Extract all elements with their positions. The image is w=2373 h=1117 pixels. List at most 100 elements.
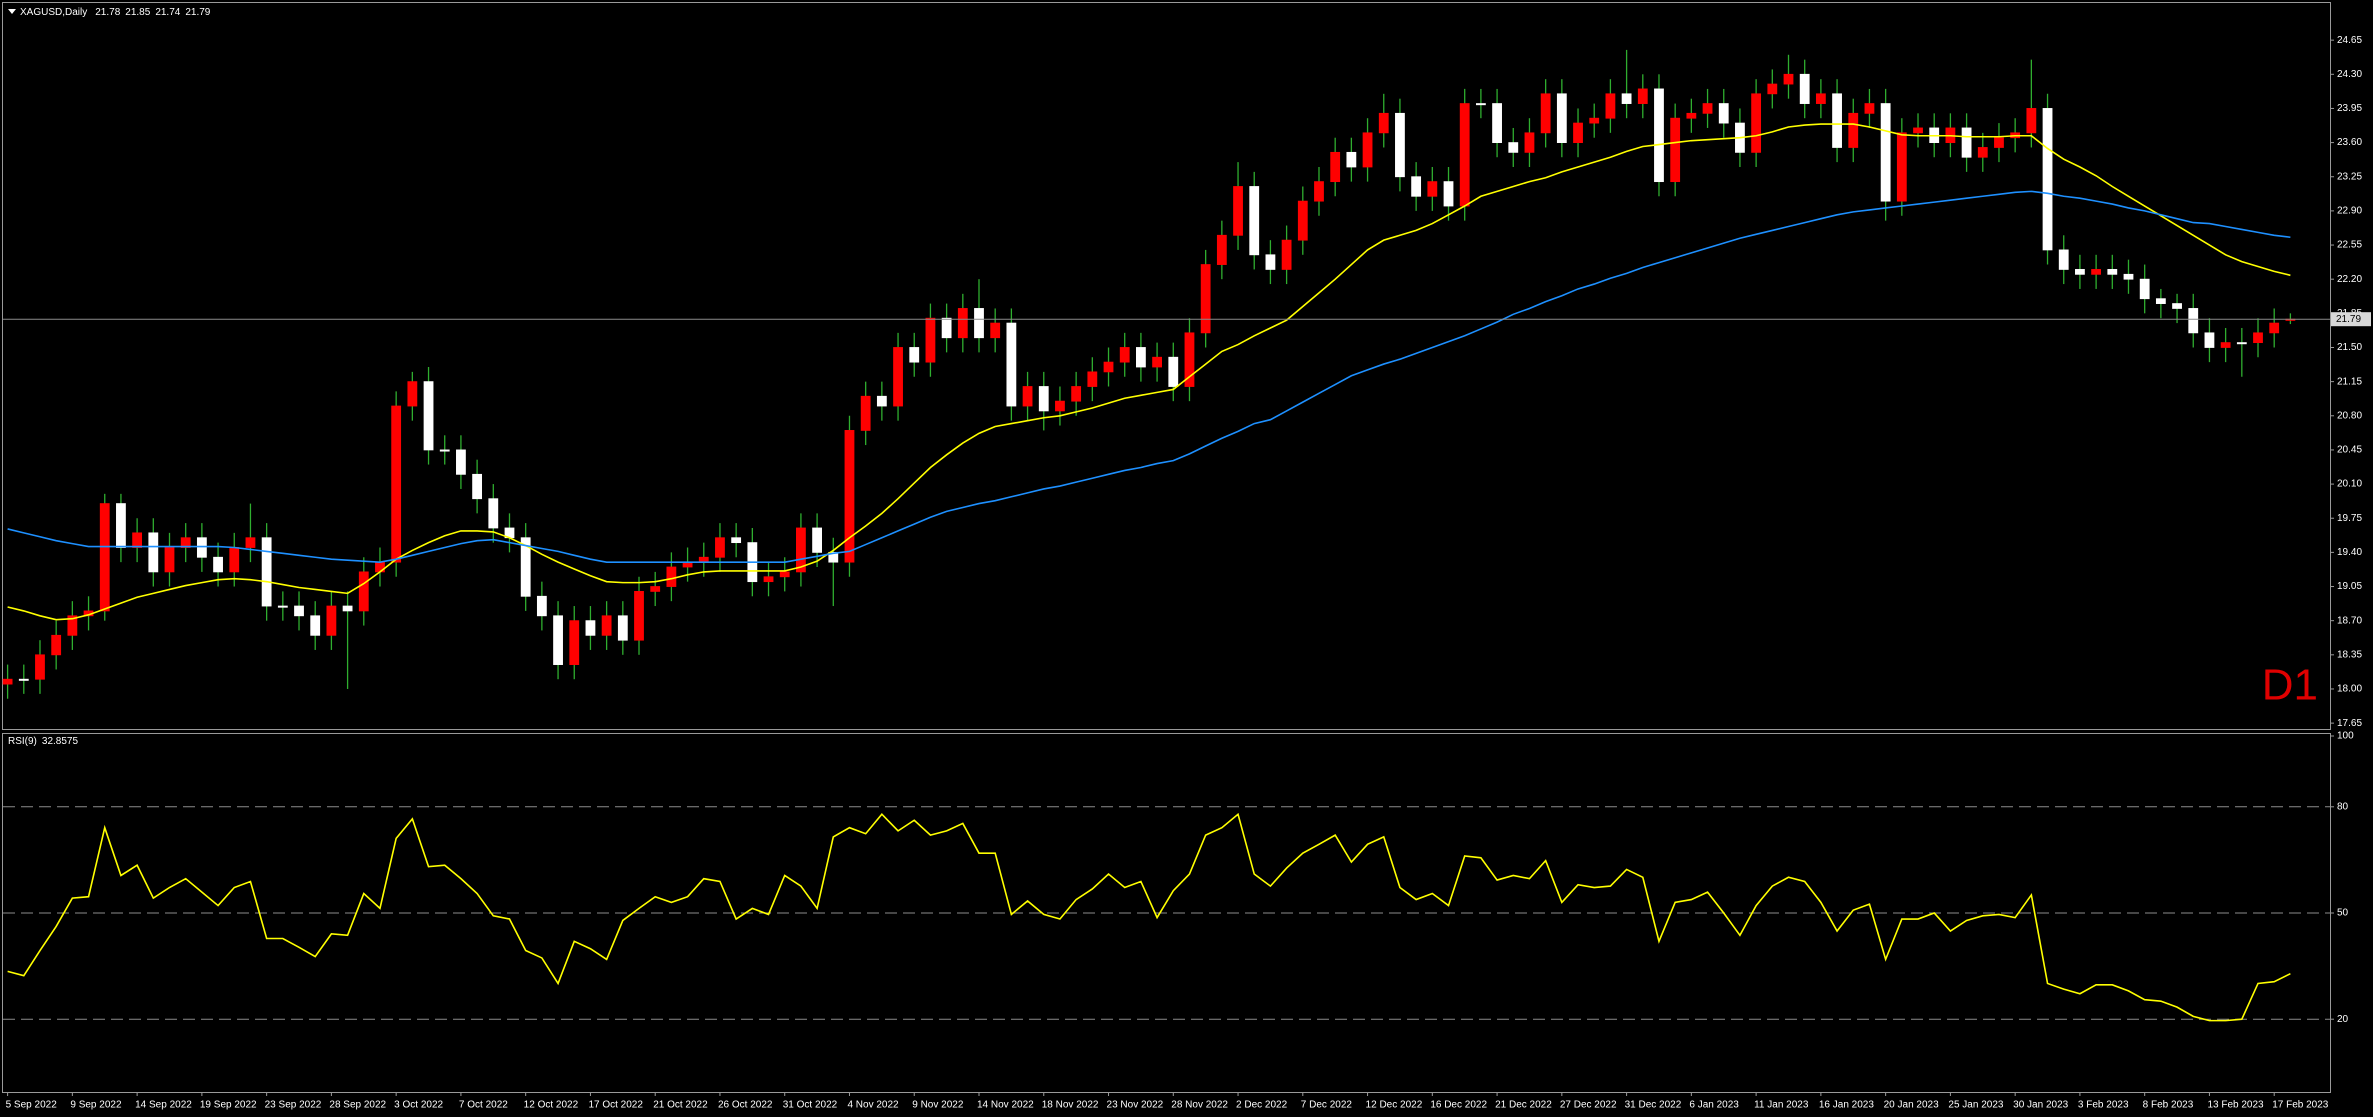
- candle-body: [132, 532, 143, 548]
- candle-body: [1265, 254, 1276, 270]
- x-tick-label: 30 Jan 2023: [2013, 1100, 2068, 1111]
- x-tick-label: 14 Sep 2022: [135, 1100, 192, 1111]
- candle-body: [650, 586, 661, 592]
- x-tick-label: 4 Nov 2022: [847, 1100, 899, 1111]
- y-tick-label: 100: [2337, 731, 2354, 742]
- candle-body: [536, 595, 547, 617]
- candle-body: [666, 566, 677, 587]
- candle-body: [1103, 361, 1114, 373]
- candle-body: [1492, 103, 1502, 143]
- candle-body: [1621, 93, 1632, 104]
- candle-body: [520, 537, 531, 597]
- x-tick-label: 12 Dec 2022: [1366, 1100, 1423, 1111]
- x-tick-label: 13 Feb 2023: [2207, 1100, 2264, 1111]
- candle-body: [812, 527, 822, 553]
- rsi-current-value: 32.8575: [42, 736, 79, 747]
- candle-body: [1573, 122, 1583, 143]
- candle-body: [2139, 278, 2150, 300]
- y-tick-label: 19.05: [2337, 581, 2362, 592]
- candle-body: [261, 537, 272, 607]
- candle-body: [1038, 386, 1049, 412]
- candle-body: [196, 537, 207, 558]
- candle-body: [1475, 103, 1486, 106]
- candle-body: [164, 547, 175, 573]
- candle-body: [342, 605, 353, 612]
- candle-body: [1168, 356, 1179, 387]
- y-tick-label: 23.25: [2337, 171, 2362, 182]
- candle-body: [990, 322, 1001, 339]
- candle-body: [1233, 186, 1243, 236]
- candle-body: [1216, 234, 1227, 265]
- x-tick-label: 21 Dec 2022: [1495, 1100, 1552, 1111]
- candle-body: [1767, 83, 1778, 95]
- candle-body: [1977, 147, 1988, 158]
- x-tick-label: 18 Nov 2022: [1042, 1100, 1099, 1111]
- candle-body: [601, 615, 612, 636]
- candle-body: [844, 430, 855, 563]
- x-tick-label: 25 Jan 2023: [1948, 1100, 2003, 1111]
- x-tick-label: 28 Nov 2022: [1171, 1100, 1228, 1111]
- candle-body: [1815, 93, 1826, 104]
- candle-body: [1006, 322, 1017, 407]
- candle-body: [1362, 132, 1373, 168]
- y-tick-label: 20.45: [2337, 445, 2362, 456]
- candle-body: [213, 556, 223, 573]
- y-tick-label: 19.75: [2337, 513, 2362, 524]
- moving-average-line: [7, 190, 2291, 563]
- timeframe-watermark: D1: [2262, 661, 2318, 710]
- candle-body: [1832, 93, 1842, 148]
- candle-body: [974, 308, 984, 339]
- x-tick-label: 16 Jan 2023: [1819, 1100, 1874, 1111]
- candle-body: [860, 395, 871, 431]
- x-tick-label: 6 Jan 2023: [1689, 1100, 1739, 1111]
- y-tick-label: 50: [2337, 908, 2349, 919]
- candle-body: [715, 537, 725, 558]
- x-tick-label: 26 Oct 2022: [718, 1100, 773, 1111]
- current-price-label: 21.79: [2336, 314, 2361, 325]
- candle-body: [585, 620, 596, 636]
- candle-body: [634, 591, 644, 641]
- moving-average-line: [7, 123, 2291, 621]
- candle-body: [229, 547, 240, 573]
- close-value: 21.79: [185, 7, 210, 18]
- rsi-line: [7, 812, 2291, 1022]
- candle-body: [245, 537, 256, 548]
- candle-body: [1540, 93, 1551, 134]
- candle-body: [2026, 108, 2037, 134]
- x-tick-label: 20 Jan 2023: [1884, 1100, 1939, 1111]
- y-tick-label: 20.10: [2337, 479, 2362, 490]
- candle-body: [1751, 93, 1762, 153]
- candle-body: [1848, 112, 1859, 148]
- candle-body: [326, 605, 337, 636]
- candle-body: [1686, 112, 1697, 119]
- y-tick-label: 24.65: [2337, 35, 2362, 46]
- x-tick-label: 21 Oct 2022: [653, 1100, 708, 1111]
- x-tick-label: 31 Dec 2022: [1625, 1100, 1682, 1111]
- candle-body: [957, 308, 968, 339]
- candle-body: [277, 605, 288, 608]
- y-tick-label: 22.55: [2337, 240, 2362, 251]
- x-tick-label: 7 Dec 2022: [1301, 1100, 1353, 1111]
- y-tick-label: 21.50: [2337, 342, 2362, 353]
- y-tick-label: 21.15: [2337, 376, 2362, 387]
- candle-body: [796, 527, 806, 573]
- x-tick-label: 8 Feb 2023: [2143, 1100, 2194, 1111]
- candle-body: [941, 317, 952, 339]
- open-value: 21.78: [95, 7, 120, 18]
- x-tick-label: 5 Sep 2022: [6, 1100, 58, 1111]
- candle-body: [1961, 127, 1972, 158]
- candle-body: [18, 678, 29, 681]
- candle-body: [1378, 112, 1389, 134]
- candle-body: [1395, 112, 1405, 178]
- candle-body: [1087, 371, 1098, 387]
- candle-body: [1718, 103, 1729, 124]
- candle-body: [569, 620, 580, 665]
- x-tick-label: 9 Nov 2022: [912, 1100, 964, 1111]
- candle-body: [1702, 103, 1713, 114]
- candle-body: [99, 503, 110, 612]
- y-tick-label: 20: [2337, 1014, 2349, 1025]
- candle-body: [925, 317, 936, 363]
- candle-body: [1799, 73, 1810, 104]
- candle-body: [1880, 103, 1891, 202]
